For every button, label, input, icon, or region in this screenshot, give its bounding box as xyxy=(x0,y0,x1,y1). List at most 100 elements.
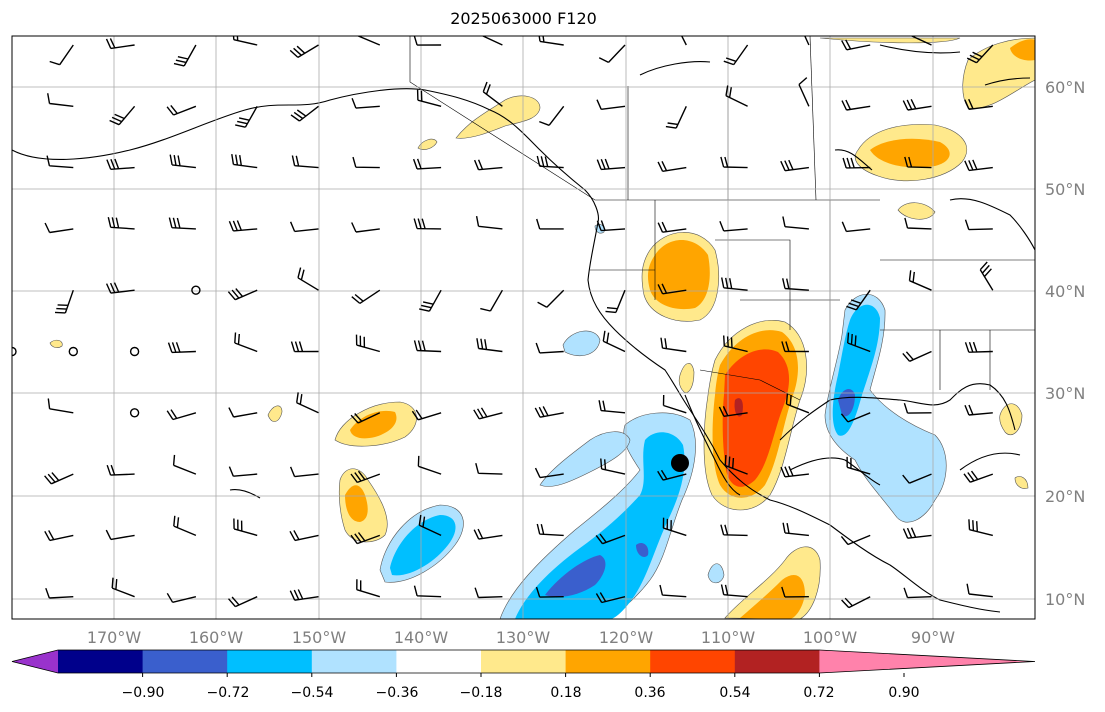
wind-barb xyxy=(782,216,809,230)
wind-barb xyxy=(172,454,197,475)
wind-barb xyxy=(12,228,13,229)
wind-barb xyxy=(167,342,196,354)
lat-label: 30°N xyxy=(1045,384,1085,403)
wind-barb xyxy=(12,596,13,598)
wind-barb xyxy=(289,589,319,601)
wind-barb xyxy=(964,404,993,416)
wind-barb xyxy=(841,596,871,609)
anomaly-region xyxy=(838,388,855,417)
colorbar-segment xyxy=(396,650,482,673)
coastline xyxy=(587,221,1001,613)
wind-barb xyxy=(841,221,871,233)
wind-barb xyxy=(780,466,809,478)
wind-barb xyxy=(902,527,932,539)
lon-label: 110°W xyxy=(701,628,756,647)
wind-barb xyxy=(350,532,381,545)
wind-barb xyxy=(413,340,442,353)
anomaly-region xyxy=(707,563,725,584)
wind-barb xyxy=(904,217,932,230)
wind-barb xyxy=(44,472,74,485)
wind-barb xyxy=(289,44,319,58)
anomaly-shading xyxy=(49,37,1035,619)
wind-barb xyxy=(47,93,74,107)
wind-barb xyxy=(351,98,380,109)
anomaly-region xyxy=(390,515,456,576)
colorbar-tick-label: −0.36 xyxy=(376,685,419,701)
wind-barb xyxy=(105,38,135,50)
wind-barb xyxy=(227,288,258,301)
wind-barb xyxy=(598,400,626,414)
lon-label: 120°W xyxy=(599,628,654,647)
lat-label: 40°N xyxy=(1045,282,1085,301)
anomaly-region xyxy=(740,575,805,619)
wind-barb xyxy=(44,222,74,234)
wind-barb xyxy=(657,221,687,233)
wind-barb xyxy=(534,406,564,418)
wind-barb xyxy=(798,77,810,107)
lon-label: 100°W xyxy=(803,628,858,647)
wind-barb xyxy=(417,455,442,475)
wind-barb xyxy=(598,44,626,64)
colorbar-tick-label: −0.54 xyxy=(291,685,334,701)
wind-barb xyxy=(166,592,197,603)
wind-barb xyxy=(227,596,258,608)
wind-barb xyxy=(413,585,442,598)
wind-barb xyxy=(54,289,74,314)
anomaly-region xyxy=(345,485,368,522)
wind-barb xyxy=(966,583,993,598)
colorbar-tick-label: −0.90 xyxy=(122,685,165,701)
wind-barb xyxy=(902,350,932,362)
anomaly-region xyxy=(515,432,685,619)
wind-barb xyxy=(595,592,626,604)
wind-barb xyxy=(350,412,381,424)
graticule xyxy=(12,36,1035,619)
wind-barb xyxy=(534,467,564,479)
colorbar-segment xyxy=(311,650,397,673)
wind-barb xyxy=(963,470,994,483)
wind-barb xyxy=(111,577,135,598)
coastline xyxy=(779,383,1016,441)
coastline xyxy=(229,488,261,499)
wind-barb xyxy=(605,289,626,314)
wind-barb xyxy=(840,534,871,546)
wind-barb xyxy=(106,464,135,476)
coastline xyxy=(959,452,1021,471)
colorbar-tick-label: 0.54 xyxy=(719,685,750,701)
wind-barb xyxy=(535,342,564,354)
wind-barb xyxy=(804,36,810,46)
wind-barb xyxy=(168,217,196,230)
coastline xyxy=(789,457,881,486)
wind-barb xyxy=(600,458,626,475)
wind-barb xyxy=(105,282,135,294)
wind-barb xyxy=(291,155,319,169)
anomaly-region xyxy=(539,431,631,487)
wind-barb xyxy=(596,220,626,232)
wind-barb xyxy=(602,330,626,353)
colorbar-segment xyxy=(481,650,567,673)
wind-barb xyxy=(12,290,13,291)
coastline xyxy=(639,61,711,76)
wind-barb xyxy=(846,289,871,311)
calm-wind-circle xyxy=(68,346,79,357)
wind-barb xyxy=(355,334,380,353)
wind-barb xyxy=(351,222,380,233)
wind-barb xyxy=(473,407,503,420)
wind-barb xyxy=(964,159,993,172)
lon-label: 130°W xyxy=(496,628,551,647)
wind-barb xyxy=(411,409,442,421)
wind-barb xyxy=(412,158,442,170)
anomaly-region xyxy=(636,543,649,557)
lat-label: 50°N xyxy=(1045,180,1085,199)
wind-barb xyxy=(351,289,381,304)
wind-barb xyxy=(657,469,687,481)
wind-barb xyxy=(418,514,442,537)
wind-barb xyxy=(228,220,258,232)
wind-barb xyxy=(482,81,503,107)
wind-barb xyxy=(413,218,442,230)
lon-label: 170°W xyxy=(87,628,142,647)
wind-barb xyxy=(964,341,993,353)
anomaly-region xyxy=(267,405,283,422)
wind-barb xyxy=(45,587,74,599)
calm-wind-circle xyxy=(191,285,201,295)
